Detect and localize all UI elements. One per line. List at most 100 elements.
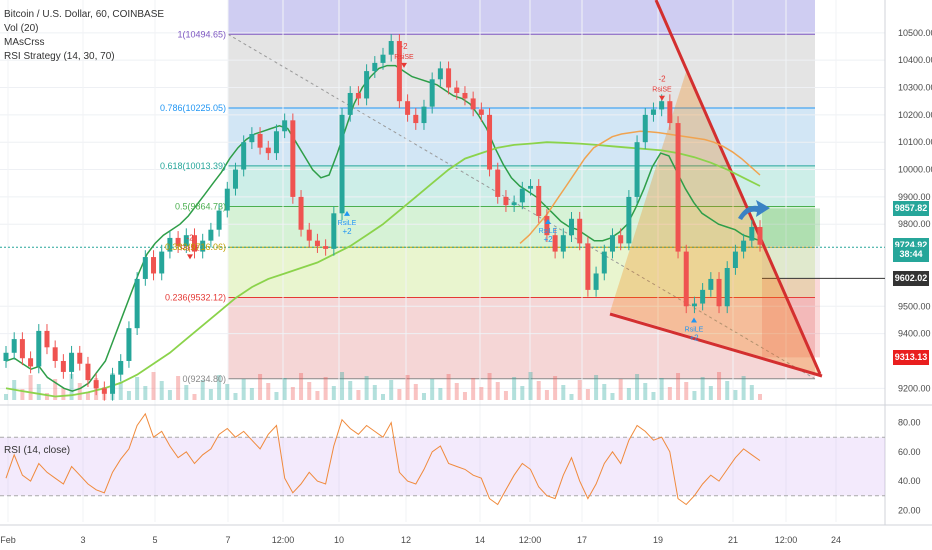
price-tick-label: 10200.00 <box>898 110 932 120</box>
falling-wedge-pattern[interactable] <box>609 0 823 378</box>
candle-body <box>478 109 484 115</box>
volume-bar <box>462 392 467 400</box>
candle-body <box>462 92 468 99</box>
symbol-title[interactable]: Bitcoin / U.S. Dollar, 60, COINBASE <box>4 9 165 20</box>
signal-arrow-down-icon <box>187 254 193 260</box>
time-tick-label: 10 <box>334 535 344 545</box>
rsi-line <box>5 412 761 506</box>
signal-qty: +2 <box>543 235 553 244</box>
fibonacci-retracement[interactable] <box>227 0 816 380</box>
volume-bar <box>217 375 222 400</box>
time-tick-label: 12:00 <box>775 535 798 545</box>
volume-bar <box>241 379 246 400</box>
price-tag: 9313.13 <box>893 350 929 366</box>
ma-orange-line <box>519 130 761 244</box>
candle-body <box>569 218 574 236</box>
volume-bar <box>421 393 426 400</box>
candle-body <box>298 196 304 230</box>
volume-bar <box>274 392 279 400</box>
strategy-signals: -2RsiSE-2RsiSE-2RsiSE+2RsiLE+2RsiLE+2Rsi… <box>180 42 703 343</box>
volume-bar <box>20 389 25 400</box>
indicator-rsi-strategy[interactable]: RSI Strategy (14, 30, 70) <box>4 51 115 62</box>
candle-body <box>405 101 411 115</box>
volume-bar <box>258 374 263 400</box>
volume-bar <box>249 388 254 400</box>
time-tick-label: 12:00 <box>519 535 542 545</box>
rsi-tick-label: 40.00 <box>898 476 921 486</box>
volume-bar <box>618 379 623 400</box>
candle-body <box>691 303 697 307</box>
candle-body <box>724 268 730 307</box>
indicator-mascrss[interactable]: MAsCrss <box>4 37 45 48</box>
price-tag: 9857.82 <box>893 201 929 217</box>
candle-body <box>19 339 25 359</box>
volume-bar <box>438 388 443 400</box>
candle-body <box>110 374 116 394</box>
volume-bar <box>69 374 74 400</box>
volume-bar <box>495 382 500 400</box>
signal-arrow-up-icon <box>545 219 551 225</box>
candle-body <box>388 41 394 55</box>
candle-body <box>626 196 632 244</box>
volume-bar <box>487 373 492 400</box>
candle-body <box>52 347 58 361</box>
volume-bar <box>405 375 410 400</box>
volume-bar <box>356 390 361 400</box>
signal-label: RsiSE <box>394 54 414 61</box>
candle-body <box>126 328 132 361</box>
candle-body <box>372 62 378 72</box>
fib-label-0.5: 0.5(9864.73) <box>175 202 226 212</box>
volume-bar <box>118 382 123 400</box>
candle-body <box>323 246 329 249</box>
candle-body <box>757 226 763 245</box>
rsi-tick-label: 60.00 <box>898 447 921 457</box>
price-tick-label: 10100.00 <box>898 137 932 147</box>
candle-body <box>519 188 525 203</box>
forecast-target-box <box>762 208 820 247</box>
rsi-title[interactable]: RSI (14, close) <box>4 445 71 456</box>
volume-bar <box>340 372 345 400</box>
volume-bar <box>28 375 33 400</box>
chart-legend: Bitcoin / U.S. Dollar, 60, COINBASE Vol … <box>4 8 164 64</box>
candle-body <box>528 185 534 189</box>
volume-bar <box>233 393 238 400</box>
candle-body <box>257 134 263 148</box>
candle-body <box>552 235 558 252</box>
price-tick-label: 9400.00 <box>898 329 931 339</box>
candle-body <box>437 68 443 80</box>
fib-zone-1 <box>228 34 815 109</box>
price-tag: 9602.02 <box>893 271 929 287</box>
volume-bar <box>44 393 49 400</box>
volume-bar <box>36 384 41 400</box>
signal-qty: -2 <box>400 42 408 51</box>
volume-bar <box>446 374 451 400</box>
fib-label-0.786: 0.786(10225.05) <box>160 103 226 113</box>
candle-body <box>446 68 452 88</box>
volume-bar <box>536 381 541 400</box>
candle-body <box>175 237 181 247</box>
volume-bar <box>77 383 82 400</box>
volume-bar <box>348 381 353 400</box>
volume-bar <box>651 392 656 400</box>
time-tick-label: 17 <box>577 535 587 545</box>
volume-bar <box>520 386 525 400</box>
candle-body <box>216 210 222 230</box>
volume-bar <box>577 380 582 400</box>
fib-label-1: 1(10494.65) <box>177 29 226 39</box>
forecast-boxes[interactable] <box>0 208 885 358</box>
volume-bar <box>266 383 271 400</box>
volume-bar <box>602 384 607 400</box>
candle-body <box>28 358 34 367</box>
candle-body <box>151 257 157 274</box>
rsi-panel[interactable] <box>0 412 885 506</box>
signal-arrow-up-icon <box>344 210 350 216</box>
signal-label: RsiSE <box>652 87 672 94</box>
indicator-volume[interactable]: Vol (20) <box>4 23 39 34</box>
signal-qty: -2 <box>186 233 194 242</box>
candle-body <box>454 87 460 93</box>
signal-label: RsiLE <box>685 326 704 333</box>
signal-label: RsiSE <box>180 245 200 252</box>
candle-body <box>306 229 312 241</box>
volume-bar <box>192 394 197 400</box>
